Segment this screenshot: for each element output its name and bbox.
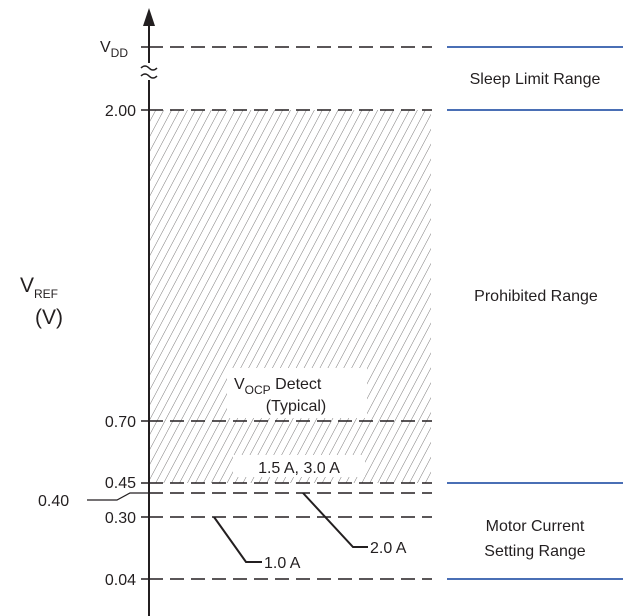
vocp-label-background [227,368,367,418]
tick-label-2.00: 2.00 [105,103,136,120]
prohibited-range-label: Prohibited Range [474,288,598,305]
tick-label-0.04: 0.04 [105,572,136,589]
leader-1.0A [213,516,262,563]
axis-break-gap [141,63,157,80]
vocp-typical-label: (Typical) [266,398,326,415]
current-label-2.0A: 2.0 A [370,540,407,557]
vocp-detect-label: VOCP Detect [234,376,322,397]
axis-arrow-icon [143,8,155,26]
axis-break-icon [140,65,158,79]
tick-label-0.30: 0.30 [105,510,136,527]
sleep-limit-range-label: Sleep Limit Range [470,71,601,88]
tick-label-0.70: 0.70 [105,414,136,431]
current-label-1.0A: 1.0 A [264,555,301,572]
current-45-label-background [233,455,365,477]
leader-2.0A [302,492,368,548]
axis-title: VREF [20,274,58,301]
motor-range-label-line2: Setting Range [484,543,586,560]
axis-unit: (V) [35,306,63,329]
current-label-45: 1.5 A, 3.0 A [258,460,340,477]
prohibited-hatch-region [149,110,431,483]
leader-0.40 [87,492,149,501]
vdd-label: VDD [100,39,128,60]
motor-range-label-line1: Motor Current [486,518,585,535]
tick-label-0.40: 0.40 [38,493,69,510]
tick-label-0.45: 0.45 [105,475,136,492]
